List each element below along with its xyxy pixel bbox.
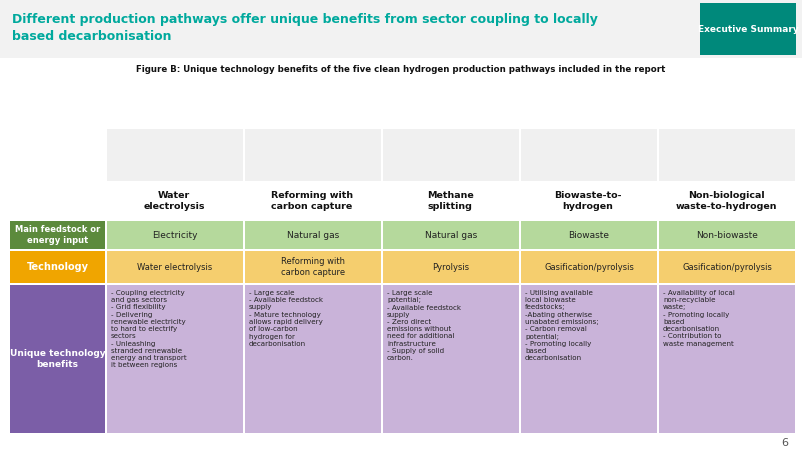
Text: Executive Summary: Executive Summary: [698, 24, 798, 33]
Text: Reforming with
carbon capture: Reforming with carbon capture: [281, 257, 345, 277]
Bar: [700, 3, 796, 55]
Text: based decarbonisation: based decarbonisation: [12, 29, 172, 42]
Text: Natural gas: Natural gas: [287, 230, 339, 239]
Bar: [107, 285, 243, 433]
Text: Reforming with
carbon capture: Reforming with carbon capture: [271, 191, 353, 211]
Bar: [245, 129, 381, 181]
Text: Electricity: Electricity: [152, 230, 198, 239]
Text: Gasification/pyrolysis: Gasification/pyrolysis: [682, 262, 772, 272]
Text: Different production pathways offer unique benefits from sector coupling to loca: Different production pathways offer uniq…: [12, 13, 597, 26]
Text: Gasification/pyrolysis: Gasification/pyrolysis: [544, 262, 634, 272]
Text: - Coupling electricity
and gas sectors
- Grid flexibility
- Delivering
renewable: - Coupling electricity and gas sectors -…: [111, 290, 187, 368]
Text: Methane
splitting: Methane splitting: [427, 191, 473, 211]
Bar: [245, 221, 381, 249]
Bar: [383, 221, 519, 249]
Text: Biowaste: Biowaste: [569, 230, 610, 239]
Bar: [383, 251, 519, 283]
Text: Main feedstock or
energy input: Main feedstock or energy input: [15, 226, 100, 245]
Bar: [521, 285, 657, 433]
Bar: [107, 221, 243, 249]
Bar: [10, 285, 105, 433]
Bar: [659, 285, 795, 433]
Bar: [0, 0, 802, 58]
Text: - Availability of local
non-recyclable
waste;
- Promoting locally
based
decarbon: - Availability of local non-recyclable w…: [663, 290, 735, 347]
Bar: [245, 285, 381, 433]
Text: Natural gas: Natural gas: [425, 230, 477, 239]
Bar: [521, 251, 657, 283]
Text: Non-biowaste: Non-biowaste: [696, 230, 758, 239]
Text: Non-biological
waste-to-hydrogen: Non-biological waste-to-hydrogen: [675, 191, 777, 211]
Text: Biowaste-to-
hydrogen: Biowaste-to- hydrogen: [554, 191, 622, 211]
Text: 6: 6: [781, 438, 788, 448]
Bar: [107, 129, 243, 181]
Text: Technology: Technology: [26, 262, 88, 272]
Text: - Utilising available
local biowaste
feedstocks;
-Abating otherwise
unabated emi: - Utilising available local biowaste fee…: [525, 290, 598, 361]
Bar: [10, 221, 105, 249]
Text: Unique technology
benefits: Unique technology benefits: [10, 349, 105, 369]
Text: Water electrolysis: Water electrolysis: [137, 262, 213, 272]
Bar: [383, 285, 519, 433]
Text: Pyrolysis: Pyrolysis: [432, 262, 469, 272]
Text: - Large scale
- Available feedstock
supply
- Mature technology
allows rapid deli: - Large scale - Available feedstock supp…: [249, 290, 323, 347]
Bar: [659, 251, 795, 283]
Bar: [383, 129, 519, 181]
Bar: [659, 221, 795, 249]
Text: Water
electrolysis: Water electrolysis: [144, 191, 205, 211]
Bar: [659, 129, 795, 181]
Text: - Large scale
potential;
- Available feedstock
supply
- Zero direct
emissions wi: - Large scale potential; - Available fee…: [387, 290, 461, 361]
Bar: [245, 251, 381, 283]
Text: Figure B: Unique technology benefits of the five clean hydrogen production pathw: Figure B: Unique technology benefits of …: [136, 65, 666, 74]
Bar: [521, 221, 657, 249]
Bar: [521, 129, 657, 181]
Bar: [10, 251, 105, 283]
Bar: [107, 251, 243, 283]
